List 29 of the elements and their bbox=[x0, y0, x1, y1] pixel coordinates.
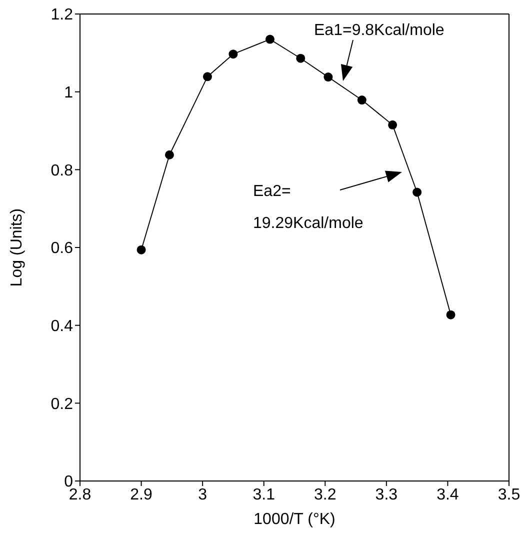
y-tick-label: 1 bbox=[64, 84, 74, 102]
x-tick-label: 3 bbox=[198, 486, 208, 504]
y-tick-label: 0.6 bbox=[50, 240, 74, 258]
y-axis-title: Log (Units) bbox=[8, 208, 26, 287]
x-tick-label: 2.9 bbox=[130, 486, 153, 504]
point bbox=[412, 188, 422, 197]
point bbox=[357, 96, 366, 105]
point bbox=[136, 245, 146, 254]
point bbox=[202, 72, 212, 82]
x-tick-label: 3.5 bbox=[498, 486, 520, 504]
x-tick-label: 3.1 bbox=[252, 486, 276, 504]
annotation: Ea2= 19.29Kcal/mole bbox=[253, 183, 364, 232]
point bbox=[296, 54, 306, 63]
point bbox=[265, 34, 274, 44]
y-tick-label: 1.2 bbox=[50, 6, 74, 24]
x-tick-label: 2.8 bbox=[68, 486, 92, 504]
y-tick-label: 0.4 bbox=[50, 318, 74, 336]
point bbox=[164, 150, 174, 160]
x-tick-label: 3.4 bbox=[436, 486, 459, 504]
point bbox=[324, 72, 333, 82]
x-axis-title: 1000/T (°K) bbox=[254, 511, 336, 528]
point bbox=[388, 120, 398, 130]
x-tick-label: 3.2 bbox=[314, 486, 336, 504]
point bbox=[446, 310, 456, 320]
point bbox=[228, 50, 238, 59]
x-tick-label: 3.3 bbox=[375, 486, 398, 504]
y-tick-label: 0.2 bbox=[50, 396, 74, 413]
y-tick-label: 0.8 bbox=[50, 162, 74, 180]
annotation: Ea1=9.8Kcal/mole bbox=[314, 22, 444, 39]
